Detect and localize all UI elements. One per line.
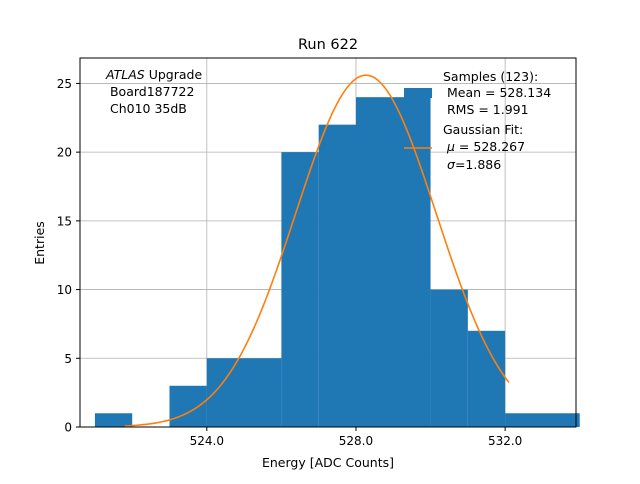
x-tick-label-2: 532.0 [488, 434, 522, 448]
annotation-box: ATLAS Upgrade Board187722 Ch010 35dB [105, 67, 202, 116]
y-tick-label-3: 15 [57, 214, 72, 228]
y-tick-label-0: 0 [64, 421, 72, 435]
annotation-italic: ATLAS [105, 67, 145, 82]
annotation-rest: Upgrade [145, 67, 203, 82]
histogram-bars [94, 97, 580, 428]
legend-samples-line-3: RMS = 1.991 [443, 102, 529, 117]
legend-bars-swatch [404, 88, 432, 98]
histogram-bar-6 [430, 289, 468, 427]
x-tick-label-0: 524.0 [190, 434, 224, 448]
y-axis-label: Entries [32, 221, 47, 265]
legend: Samples (123): Mean = 528.134 RMS = 1.99… [404, 69, 551, 172]
x-axis-ticks: 524.0 528.0 532.0 [190, 427, 522, 448]
chart-title: Run 622 [298, 37, 358, 53]
y-tick-label-4: 20 [57, 146, 72, 160]
histogram-bar-3 [281, 152, 319, 428]
histogram-bar-4 [318, 124, 356, 428]
y-tick-label-5: 25 [57, 77, 72, 91]
legend-mu-symbol: μ [446, 139, 455, 154]
legend-samples-line-1: Samples (123): [443, 69, 538, 84]
gaussian-fit-curve [124, 74, 510, 427]
legend-sigma-value: =1.886 [455, 157, 501, 172]
y-tick-label-1: 5 [64, 352, 72, 366]
legend-mu-value: = 528.267 [455, 139, 525, 154]
y-axis-ticks: 0 5 10 15 20 25 [57, 77, 80, 435]
legend-fit-line-3: σ=1.886 [447, 157, 501, 172]
legend-fit-line-1: Gaussian Fit: [443, 122, 523, 137]
x-tick-label-1: 528.0 [339, 434, 373, 448]
plot-area-frame [79, 57, 577, 428]
histogram-bar-2 [206, 358, 282, 427]
y-tick-label-2: 10 [57, 283, 72, 297]
histogram-bar-1 [169, 385, 207, 427]
histogram-bar-8 [505, 413, 580, 427]
histogram-bar-0 [94, 413, 133, 427]
annotation-line-1: ATLAS Upgrade [105, 67, 202, 82]
annotation-line-3: Ch010 35dB [106, 101, 187, 116]
x-axis-label: Energy [ADC Counts] [262, 455, 394, 470]
histogram-bar-5 [355, 97, 431, 427]
annotation-line-2: Board187722 [106, 84, 194, 99]
legend-fit-line-2: μ = 528.267 [446, 139, 525, 154]
legend-samples-line-2: Mean = 528.134 [443, 85, 551, 100]
legend-sigma-symbol: σ [447, 157, 456, 172]
